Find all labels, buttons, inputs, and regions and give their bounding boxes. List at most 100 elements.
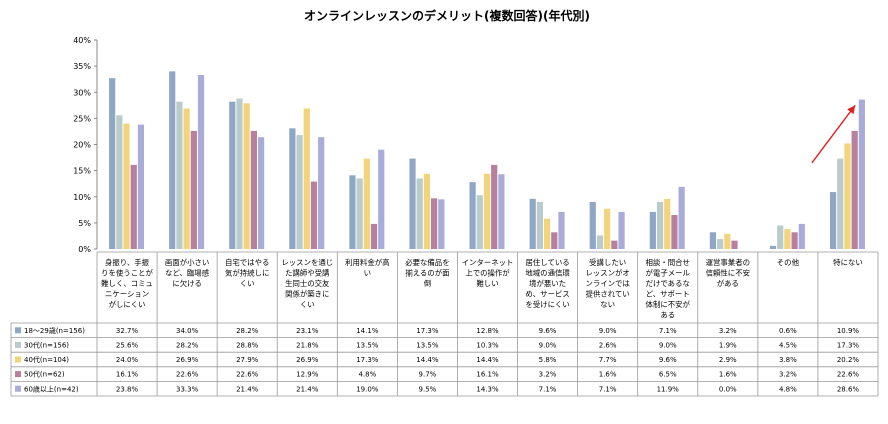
data-label: 14.3% [476, 385, 499, 393]
data-label: 34.0% [176, 327, 199, 335]
bar [469, 182, 476, 249]
category-label: レッスンを通じた講師や受講生同士の交友関係が築きにくい [281, 258, 333, 309]
data-label: 28.2% [236, 327, 259, 335]
data-label: 28.6% [837, 385, 860, 393]
bar [349, 175, 356, 249]
category-label: その他 [777, 258, 800, 267]
y-tick-label: 30% [73, 88, 91, 97]
bar [596, 235, 604, 249]
bar [176, 101, 183, 249]
bar [183, 108, 190, 249]
data-label: 12.8% [476, 327, 499, 335]
data-label: 28.2% [176, 342, 199, 350]
bar [791, 232, 798, 249]
data-label: 27.9% [236, 356, 259, 364]
data-label: 26.9% [176, 356, 199, 364]
data-label: 14.4% [476, 356, 499, 364]
bar [656, 201, 664, 249]
data-label: 9.6% [539, 327, 557, 335]
legend-label: 50代(n=62) [24, 370, 65, 379]
bar [318, 137, 325, 249]
category-label: 自宅ではやる気が持続しにくい [225, 258, 269, 288]
data-label: 11.9% [657, 385, 680, 393]
y-tick-label: 25% [73, 114, 91, 123]
bar [363, 158, 370, 249]
data-label: 14.1% [356, 327, 379, 335]
annotation [811, 104, 856, 164]
y-tick-label: 40% [73, 36, 91, 45]
bar [724, 233, 731, 249]
bar [370, 223, 378, 249]
bar [671, 215, 678, 249]
data-table: 身振り、手振りを使うことが難しく、コミュニケーションがしにくい画面が小さいなど、… [10, 251, 879, 397]
bar [837, 158, 844, 249]
data-label: 2.6% [599, 342, 617, 350]
bar [130, 164, 137, 249]
data-label: 23.8% [116, 385, 139, 393]
data-label: 10.9% [837, 327, 860, 335]
bar [611, 240, 618, 249]
data-label: 32.7% [116, 327, 139, 335]
bar [551, 232, 558, 249]
bar [190, 130, 197, 249]
data-label: 0.0% [719, 385, 737, 393]
data-label: 28.8% [236, 342, 259, 350]
y-axis: 0% 5% 10% 15% 20% 25% 30% 35% 40% [73, 36, 98, 254]
bar [709, 232, 717, 249]
bars [109, 71, 865, 250]
data-label: 21.4% [296, 385, 319, 393]
y-tick-label: 20% [73, 141, 91, 150]
category-label: 受講したいレッスンがオンラインでは提供されていない [585, 258, 630, 309]
bar [236, 98, 243, 250]
data-label: 9.7% [419, 371, 437, 379]
arrow-line [811, 104, 856, 164]
bar [257, 137, 265, 249]
bar [296, 135, 303, 249]
category-label: 利用料金が高い [345, 258, 389, 278]
bar [378, 149, 385, 249]
data-label: 3.2% [719, 327, 737, 335]
data-label: 21.8% [296, 342, 319, 350]
data-label: 25.6% [116, 342, 139, 350]
bar [289, 128, 296, 249]
data-label: 1.6% [719, 371, 737, 379]
bar [137, 124, 145, 249]
data-label: 13.5% [416, 342, 439, 350]
bar [731, 240, 738, 249]
bar [589, 201, 596, 249]
bar [543, 218, 551, 249]
bar [250, 130, 257, 249]
bar [431, 198, 438, 249]
legend-swatch [15, 341, 21, 348]
data-label: 6.5% [659, 371, 677, 379]
data-label: 9.6% [659, 356, 677, 364]
bar [303, 108, 310, 249]
bar [229, 101, 236, 249]
y-tick-label: 5% [78, 219, 91, 228]
data-label: 24.0% [116, 356, 139, 364]
bar [529, 198, 536, 249]
data-label: 21.4% [236, 385, 259, 393]
data-label: 14.4% [416, 356, 439, 364]
legend-swatch [15, 371, 21, 378]
category-label: 身振り、手振りを使うことが難しく、コミュニケーションがしにくい [101, 258, 153, 309]
bar [310, 181, 318, 249]
data-label: 0.6% [779, 327, 797, 335]
bar [784, 229, 791, 249]
bar [858, 99, 865, 249]
legend-label: 40代(n=104) [24, 355, 69, 364]
data-label: 3.8% [779, 356, 797, 364]
data-label: 22.6% [837, 371, 860, 379]
data-label: 33.3% [176, 385, 199, 393]
bar [618, 211, 625, 249]
bar [109, 78, 116, 249]
data-label: 4.8% [779, 385, 797, 393]
bar [438, 199, 445, 249]
y-tick-label: 35% [73, 62, 91, 71]
legend-label: 18～29歳(n=156) [24, 326, 85, 335]
category-label: 居住している地域の通信環境が悪いため、サービスを受けにくい [525, 258, 570, 309]
data-label: 16.1% [476, 371, 499, 379]
data-label: 3.2% [539, 371, 557, 379]
data-label: 1.9% [719, 342, 737, 350]
